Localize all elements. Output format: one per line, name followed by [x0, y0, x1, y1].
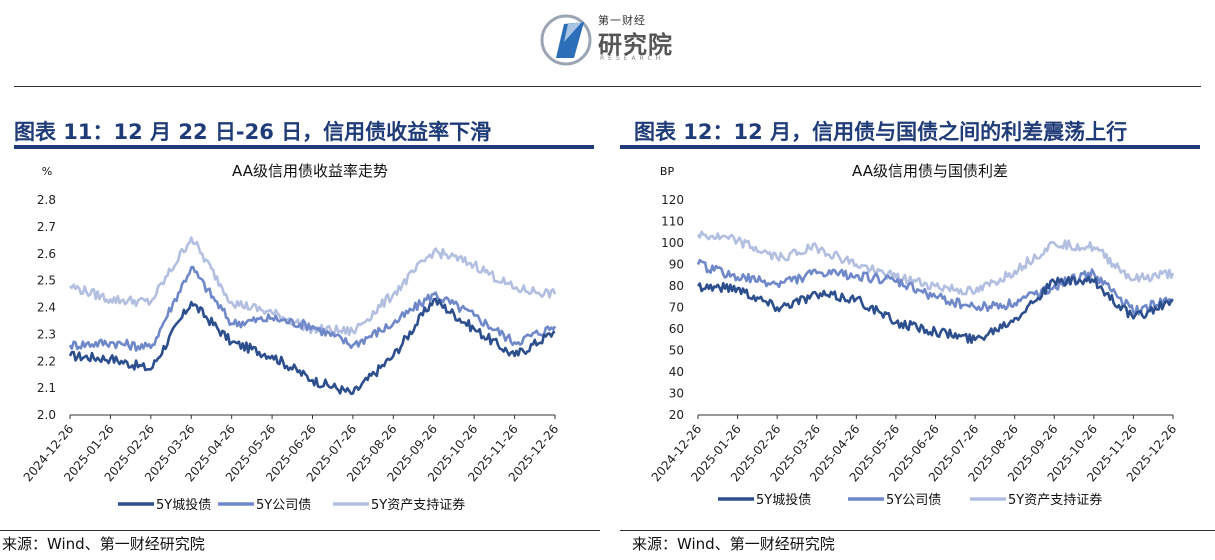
- figure-11-caption-rule: [14, 145, 594, 149]
- series-line: [696, 258, 1174, 317]
- y-tick-label: 60: [669, 322, 684, 336]
- figure-12-caption: 图表 12：12 月，信用债与国债之间的利差震荡上行: [634, 120, 1128, 144]
- y-tick-label: 110: [661, 215, 684, 229]
- figure-12-caption-rule: [620, 145, 1200, 149]
- y-tick-label: 2.6: [37, 247, 56, 261]
- figure-12-source: 来源：Wind、第一财经研究院: [632, 535, 835, 553]
- legend-label: 5Y城投债: [756, 492, 811, 508]
- legend-label: 5Y城投债: [156, 497, 211, 513]
- y-tick-label: 50: [669, 344, 684, 358]
- logo-mark: [556, 22, 584, 58]
- legend-label: 5Y资产支持证券: [1008, 492, 1102, 508]
- figure-12-source-rule: [620, 530, 1215, 531]
- y-tick-label: 100: [661, 236, 684, 250]
- y-tick-label: 2.5: [37, 274, 56, 288]
- legend-label: 5Y公司债: [256, 498, 311, 513]
- series-line: [696, 275, 1174, 344]
- y-tick-label: 2.2: [37, 354, 56, 368]
- y-tick-label: 2.8: [37, 193, 56, 207]
- y-tick-label: 30: [669, 387, 684, 401]
- legend-label: 5Y公司债: [886, 493, 941, 508]
- y-tick-label: 40: [669, 365, 684, 379]
- y-tick-label: 90: [669, 258, 684, 272]
- brand-logo: [540, 14, 592, 66]
- chart-title: AA级信用债与国债利差: [852, 162, 1008, 180]
- y-axis-unit: %: [42, 165, 52, 178]
- y-tick-label: 2.7: [37, 220, 56, 234]
- y-tick-label: 120: [661, 193, 684, 207]
- brand-large-text: 研究院: [598, 31, 673, 59]
- y-axis-unit: BP: [660, 165, 675, 178]
- brand-en-text: RESEARCH: [600, 55, 665, 62]
- figure-11-source-rule: [0, 530, 600, 531]
- y-tick-label: 80: [669, 279, 684, 293]
- yield-line-chart: AA级信用债收益率走势%2.02.12.22.32.42.52.62.72.82…: [21, 162, 562, 513]
- y-tick-label: 20: [669, 408, 684, 422]
- brand-small-text: 第一财经: [598, 14, 646, 27]
- y-tick-label: 2.4: [37, 301, 56, 315]
- spread-line-chart: AA级信用债与国债利差BP203040506070809010011012020…: [649, 162, 1180, 508]
- chart-title: AA级信用债收益率走势: [232, 162, 388, 180]
- y-tick-label: 2.3: [37, 327, 56, 341]
- figure-11-caption: 图表 11：12 月 22 日-26 日，信用债收益率下滑: [14, 120, 492, 144]
- figure-11-panel: 图表 11：12 月 22 日-26 日，信用债收益率下滑 AA级信用债收益率走…: [0, 0, 607, 560]
- y-tick-label: 70: [669, 301, 684, 315]
- series-line: [68, 265, 557, 352]
- header-rule: [14, 86, 1201, 87]
- series-line: [696, 230, 1175, 296]
- figure-12-panel: 图表 12：12 月，信用债与国债之间的利差震荡上行 AA级信用债与国债利差 BP…: [620, 0, 1215, 560]
- y-tick-label: 2.0: [37, 408, 56, 422]
- figure-11-source: 来源：Wind、第一财经研究院: [2, 535, 205, 553]
- series-line: [68, 297, 556, 396]
- series-line: [69, 236, 557, 337]
- legend-label: 5Y资产支持证券: [371, 497, 465, 513]
- y-tick-label: 2.1: [37, 381, 56, 395]
